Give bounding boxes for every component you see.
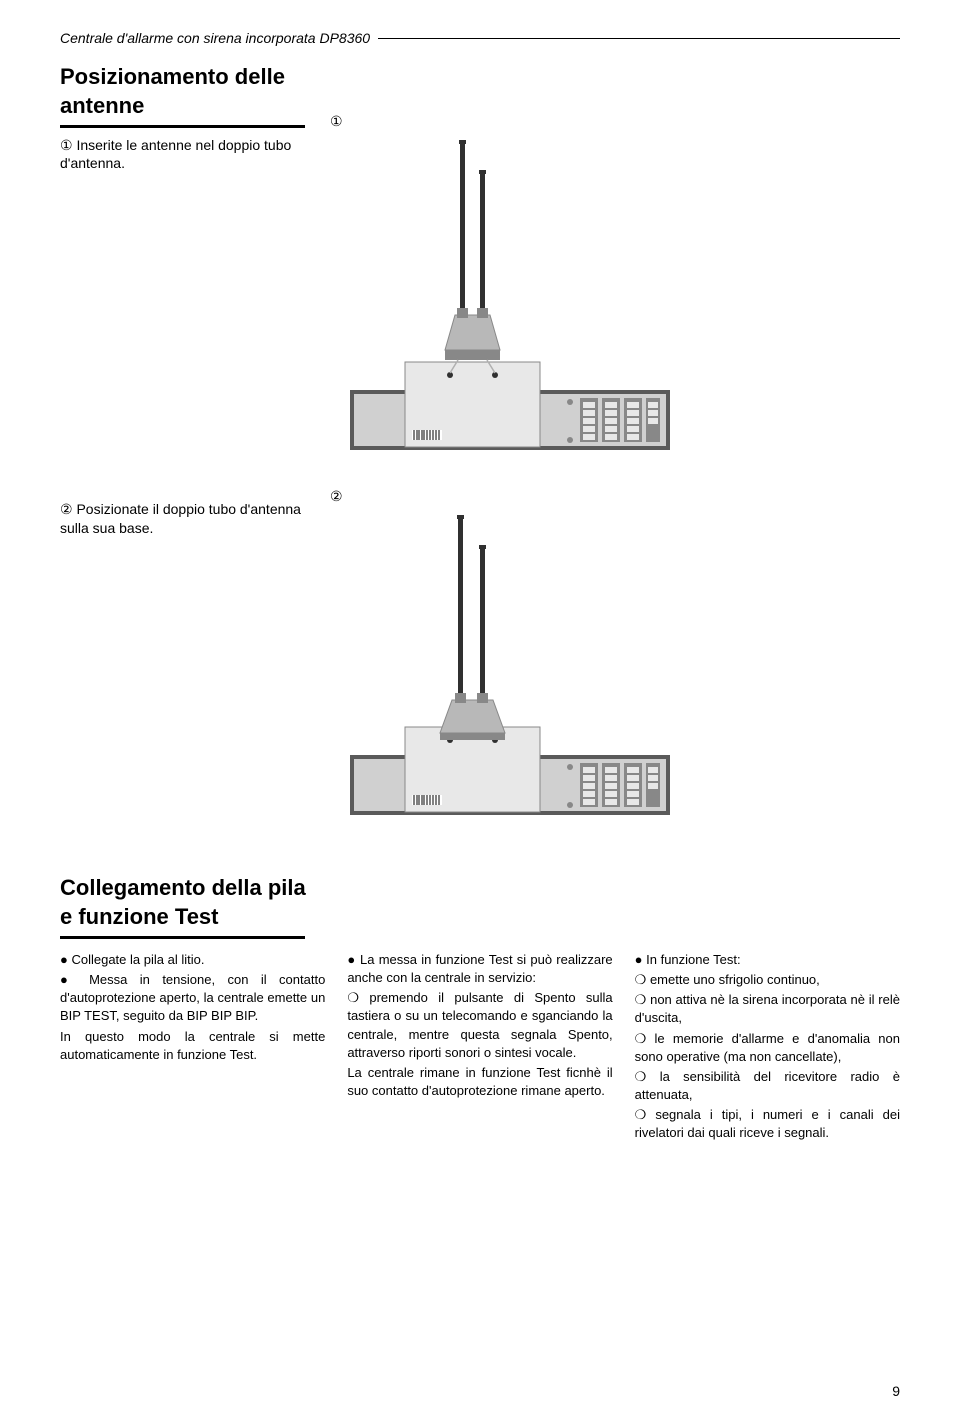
device-illustration-1	[350, 140, 670, 450]
col1-p1: Collegate la pila al litio.	[60, 951, 325, 969]
step2-text: Posizionate il doppio tubo d'antenna sul…	[60, 501, 301, 536]
figure-2: ②	[350, 488, 900, 815]
column-2: La messa in funzione Test si può realizz…	[347, 951, 612, 1145]
step2-number: ②	[60, 501, 73, 517]
page-header: Centrale d'allarme con sirena incorporat…	[60, 30, 900, 46]
header-title: Centrale d'allarme con sirena incorporat…	[60, 30, 378, 46]
col3-p4: le memorie d'allarme e d'anomalia non so…	[635, 1030, 900, 1066]
device-illustration-2	[350, 515, 670, 815]
step1-text: Inserite le antenne nel doppio tubo d'an…	[60, 137, 291, 172]
section-collegamento: Collegamento della pila e funzione Test …	[60, 875, 900, 1144]
col2-p3: La centrale rimane in funzione Test ficn…	[347, 1064, 612, 1100]
heading-divider	[60, 125, 305, 128]
column-3: In funzione Test: emette uno sfrigolio c…	[635, 951, 900, 1145]
section-posizionamento: Posizionamento delle antenne ① Inserite …	[60, 64, 900, 815]
col2-p1: La messa in funzione Test si può realizz…	[347, 951, 612, 987]
header-rule	[378, 38, 900, 39]
section1-step2: ② Posizionate il doppio tubo d'antenna s…	[60, 500, 305, 538]
col3-p3: non attiva nè la sirena incorporata nè i…	[635, 991, 900, 1027]
section1-heading-line1: Posizionamento delle	[60, 64, 900, 89]
section2-heading-line1: Collegamento della pila	[60, 875, 900, 900]
section2-heading-line2: e funzione Test	[60, 904, 900, 929]
figure2-number: ②	[330, 488, 900, 505]
col3-p5: la sensibilità del ricevitore radio è at…	[635, 1068, 900, 1104]
col1-p2: Messa in tensione, con il contatto d'aut…	[60, 971, 325, 1026]
col2-p2: premendo il pulsante di Spento sulla tas…	[347, 989, 612, 1062]
col3-p1: In funzione Test:	[635, 951, 900, 969]
col3-p2: emette uno sfrigolio continuo,	[635, 971, 900, 989]
section1-step1: ① Inserite le antenne nel doppio tubo d'…	[60, 136, 305, 174]
step1-number: ①	[60, 137, 73, 153]
three-column-body: Collegate la pila al litio. Messa in ten…	[60, 951, 900, 1145]
column-1: Collegate la pila al litio. Messa in ten…	[60, 951, 325, 1145]
figure1-number: ①	[330, 113, 900, 130]
heading-divider-2	[60, 936, 305, 939]
page-number: 9	[892, 1383, 900, 1399]
col1-p3: In questo modo la centrale si mette auto…	[60, 1028, 325, 1064]
figure-1: ①	[350, 113, 900, 450]
col3-p6: segnala i tipi, i numeri e i canali dei …	[635, 1106, 900, 1142]
